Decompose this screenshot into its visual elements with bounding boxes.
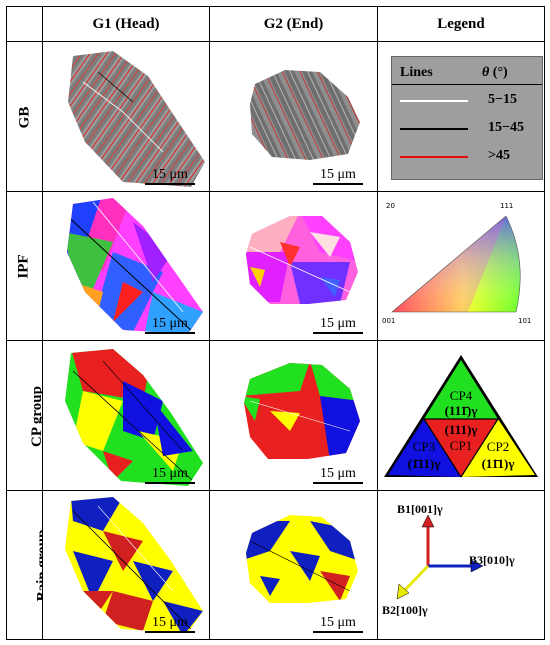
gb-legend-range: >45	[488, 148, 510, 163]
row-label-gb: GB	[6, 41, 43, 192]
gb-g2-image	[250, 70, 360, 160]
scale-bar: 15 μm	[145, 466, 195, 484]
gb-legend-cell: Lines θ (°) 5−15 15−45 >45	[377, 41, 545, 192]
cp2-label: CP2	[487, 439, 509, 454]
scale-bar: 15 μm	[313, 316, 363, 334]
ipf-map-g2: 15 μm	[209, 191, 378, 341]
bain-b2-label: B2[100]γ	[382, 603, 428, 617]
bain-map-g1: 15 μm	[42, 490, 210, 640]
bain-legend-cell: B1[001]γ B3[010]γ B2[100]γ	[377, 490, 545, 640]
cp4-label: CP4	[450, 388, 473, 403]
scale-bar: 15 μm	[145, 615, 195, 633]
cp1-label: CP1	[450, 438, 472, 453]
bain-g2-image	[246, 515, 358, 603]
ipf-corner-label: 001	[382, 317, 395, 325]
gb-map-g1: 15 μm	[42, 41, 210, 192]
cp4-plane-label: (111̄)γ	[445, 403, 478, 418]
header-g1: G1 (Head)	[42, 6, 210, 42]
gb-map-g2: 15 μm	[209, 41, 378, 192]
ipf-corner-label: 101	[518, 317, 531, 325]
ipf-map-g1: 15 μm	[42, 191, 210, 341]
row-label-cp: CP group	[6, 340, 43, 491]
gb-legend-range: 5−15	[488, 92, 517, 107]
scale-bar: 15 μm	[313, 167, 363, 185]
gb-legend-range: 15−45	[488, 120, 524, 135]
scale-bar: 15 μm	[145, 316, 195, 334]
figure-grid: G1 (Head) G2 (End) Legend GB 15 μm	[6, 6, 545, 640]
cp-map-g2: 15 μm	[209, 340, 378, 491]
ipf-g1-image	[67, 198, 203, 334]
cp-map-g1: 15 μm	[42, 340, 210, 491]
scale-bar: 15 μm	[313, 466, 363, 484]
gb-line-sample-red	[400, 156, 468, 158]
row-label-ipf: IPF	[6, 191, 43, 341]
bain-b3-label: B3[010]γ	[469, 553, 515, 567]
ipf-color-triangle: 20 111 001 101	[382, 202, 531, 325]
cp3-plane-label: (1̄11)γ	[408, 456, 441, 471]
cp2-plane-label: (11̄1)γ	[482, 456, 515, 471]
cp-g2-image	[244, 363, 360, 459]
gb-legend-lines-header: Lines	[400, 65, 433, 80]
ipf-corner-label: 20	[386, 202, 395, 210]
gb-legend-theta-header: θ (°)	[482, 65, 508, 80]
cp-triangle-legend: CP4 (111̄)γ (111)γ CP1 CP3 (1̄11)γ CP2 (…	[384, 355, 538, 478]
ipf-g2-image	[246, 216, 358, 304]
scale-bar: 15 μm	[145, 167, 195, 185]
bain-b1-label: B1[001]γ	[397, 502, 443, 516]
ipf-corner-label: 111	[500, 202, 513, 210]
gb-legend-box: Lines θ (°) 5−15 15−45 >45	[391, 56, 543, 180]
cp-g1-image	[65, 349, 203, 486]
ipf-legend-cell: 20 111 001 101	[377, 191, 545, 341]
cp3-label: CP3	[413, 439, 435, 454]
gb-line-sample-white	[400, 100, 468, 102]
center-plane-label: (111)γ	[445, 422, 478, 437]
gb-g1-image	[68, 51, 205, 187]
header-legend: Legend	[377, 6, 545, 42]
bain-axes-legend	[396, 514, 484, 600]
header-g2: G2 (End)	[209, 6, 378, 42]
scale-bar: 15 μm	[313, 615, 363, 633]
bain-map-g2: 15 μm	[209, 490, 378, 640]
corner-cell	[6, 6, 43, 42]
bain-g1-image	[65, 497, 203, 633]
cp-legend-cell: CP4 (111̄)γ (111)γ CP1 CP3 (1̄11)γ CP2 (…	[377, 340, 545, 491]
row-label-bain: Bain group	[6, 490, 43, 640]
gb-line-sample-black	[400, 128, 468, 130]
